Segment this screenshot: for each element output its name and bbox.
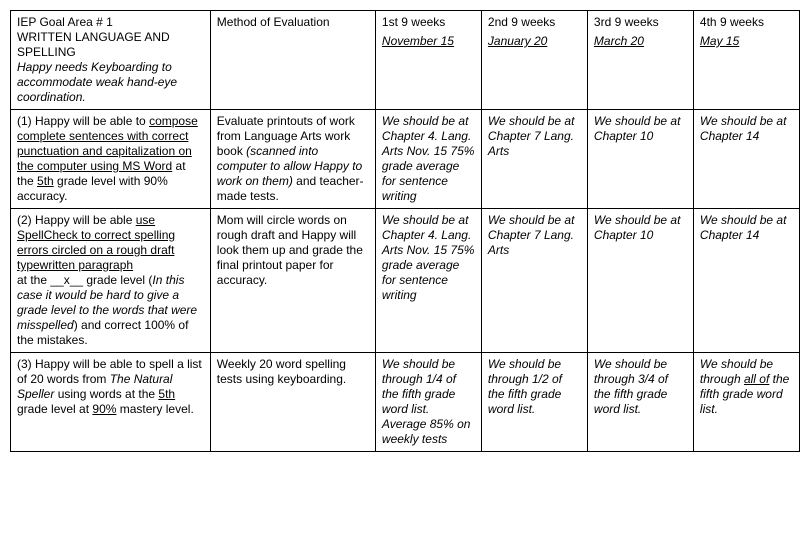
- header-period-3: 3rd 9 weeks March 20: [587, 11, 693, 110]
- header-method: Method of Evaluation: [210, 11, 375, 110]
- progress-cell: We should be at Chapter 7 Lang. Arts: [481, 110, 587, 209]
- goal-text: (1) Happy will be able to: [17, 114, 149, 128]
- progress-cell: We should be at Chapter 4. Lang. Arts No…: [375, 209, 481, 353]
- method-label: Method of Evaluation: [217, 15, 330, 29]
- period-label: 2nd 9 weeks: [488, 15, 555, 29]
- period-date: March 20: [594, 34, 644, 49]
- goal-area-title: IEP Goal Area # 1: [17, 15, 113, 29]
- table-row: (3) Happy will be able to spell a list o…: [11, 353, 800, 452]
- iep-goal-table: IEP Goal Area # 1 WRITTEN LANGUAGE AND S…: [10, 10, 800, 452]
- goal-cell: (2) Happy will be able use SpellCheck to…: [11, 209, 211, 353]
- progress-cell: We should be at Chapter 14: [693, 209, 799, 353]
- method-cell: Mom will circle words on rough draft and…: [210, 209, 375, 353]
- goal-text: mastery level.: [116, 402, 193, 416]
- table-row: (1) Happy will be able to compose comple…: [11, 110, 800, 209]
- header-period-1: 1st 9 weeks November 15: [375, 11, 481, 110]
- progress-cell: We should be through 3/4 of the fifth gr…: [587, 353, 693, 452]
- period-label: 4th 9 weeks: [700, 15, 764, 29]
- method-cell: Weekly 20 word spelling tests using keyb…: [210, 353, 375, 452]
- table-header-row: IEP Goal Area # 1 WRITTEN LANGUAGE AND S…: [11, 11, 800, 110]
- goal-area-note: Happy needs Keyboarding to accommodate w…: [17, 60, 177, 104]
- goal-area-subject: WRITTEN LANGUAGE AND SPELLING: [17, 30, 170, 59]
- header-period-4: 4th 9 weeks May 15: [693, 11, 799, 110]
- goal-text: using words at the: [54, 387, 158, 401]
- goal-cell: (3) Happy will be able to spell a list o…: [11, 353, 211, 452]
- method-cell: Evaluate printouts of work from Language…: [210, 110, 375, 209]
- progress-cell: We should be at Chapter 4. Lang. Arts No…: [375, 110, 481, 209]
- goal-text: grade level at: [17, 402, 92, 416]
- goal-cell: (1) Happy will be able to compose comple…: [11, 110, 211, 209]
- progress-cell: We should be through 1/4 of the fifth gr…: [375, 353, 481, 452]
- period-date: January 20: [488, 34, 547, 49]
- goal-text: 5th: [158, 387, 175, 401]
- goal-text: 5th: [37, 174, 54, 188]
- progress-cell: We should be at Chapter 10: [587, 209, 693, 353]
- progress-cell: We should be through all of the fifth gr…: [693, 353, 799, 452]
- period-label: 3rd 9 weeks: [594, 15, 659, 29]
- period-date: November 15: [382, 34, 454, 49]
- header-goal-area: IEP Goal Area # 1 WRITTEN LANGUAGE AND S…: [11, 11, 211, 110]
- progress-cell: We should be at Chapter 10: [587, 110, 693, 209]
- progress-cell: We should be at Chapter 7 Lang. Arts: [481, 209, 587, 353]
- goal-text: (2) Happy will be able: [17, 213, 136, 227]
- goal-text: 90%: [92, 402, 116, 416]
- header-period-2: 2nd 9 weeks January 20: [481, 11, 587, 110]
- period-label: 1st 9 weeks: [382, 15, 445, 29]
- goal-text: at the __x__ grade level (: [17, 273, 152, 287]
- table-row: (2) Happy will be able use SpellCheck to…: [11, 209, 800, 353]
- progress-cell: We should be at Chapter 14: [693, 110, 799, 209]
- progress-text: all of: [744, 372, 769, 386]
- period-date: May 15: [700, 34, 739, 49]
- progress-cell: We should be through 1/2 of the fifth gr…: [481, 353, 587, 452]
